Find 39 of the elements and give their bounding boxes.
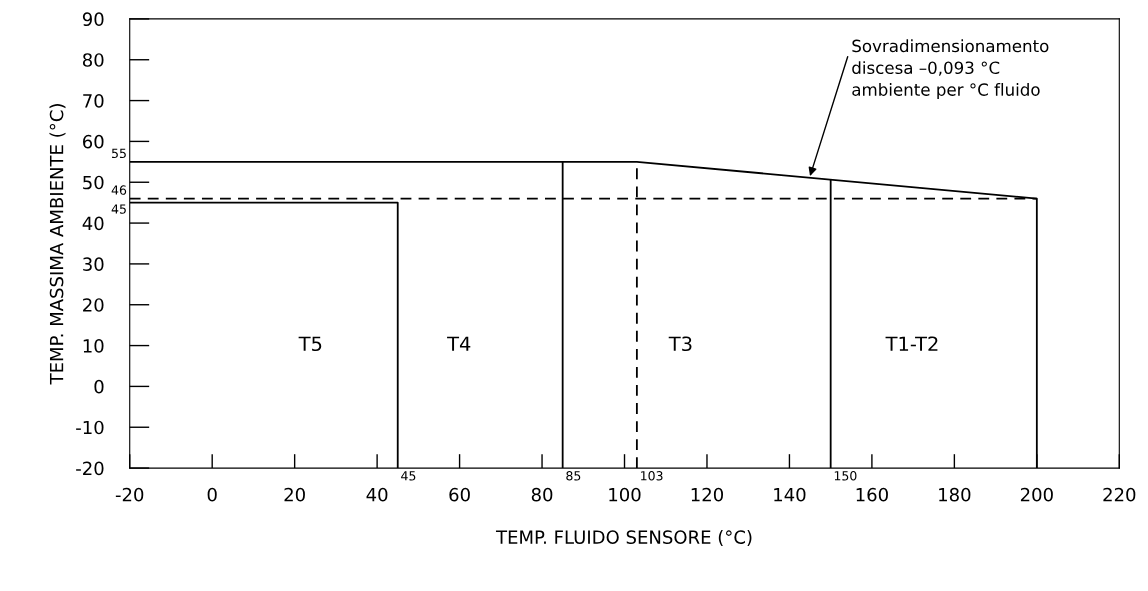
y-tick-label: 50 xyxy=(83,175,104,190)
x-tick-label: -20 xyxy=(115,487,144,502)
y-tick-label: 80 xyxy=(82,53,104,67)
y-tick-label: 70 xyxy=(83,94,104,108)
x-tick-label: 140 xyxy=(774,487,806,502)
x-tick-label: 220 xyxy=(1103,487,1136,502)
x-tick-label: 180 xyxy=(939,487,971,502)
y-tick-label: -10 xyxy=(76,420,104,435)
annotation: 46 xyxy=(111,185,127,195)
annotation: 150 xyxy=(834,471,857,481)
y-axis-title: TEMP. MASSIMA AMBIENTE (°C) xyxy=(49,104,66,385)
y-tick-label: 0 xyxy=(94,379,104,394)
y-tick-label: 10 xyxy=(83,339,104,353)
annotation: 103 xyxy=(641,471,663,481)
x-tick-label: 160 xyxy=(856,487,888,502)
x-tick-label: 0 xyxy=(207,487,217,502)
y-tick-label: 60 xyxy=(83,134,104,149)
annotation: T3 xyxy=(668,336,692,352)
annotation: Sovradimensionamento discesa –0,093 °C ambiente per °C fluido xyxy=(852,39,1049,100)
y-tick-label: -20 xyxy=(76,461,104,476)
y-tick-label: 40 xyxy=(82,216,104,231)
annotation: 85 xyxy=(566,471,581,481)
annotation: 55 xyxy=(112,148,126,159)
x-tick-label: 120 xyxy=(691,487,724,502)
y-tick-label: 30 xyxy=(83,257,104,272)
x-tick-label: 100 xyxy=(609,487,641,502)
x-tick-label: 80 xyxy=(531,487,553,502)
annotation: T1-T2 xyxy=(885,336,938,351)
x-axis-title: TEMP. FLUIDO SENSORE (°C) xyxy=(495,530,752,547)
y-tick-label: 20 xyxy=(83,298,104,312)
x-tick-label: 20 xyxy=(284,487,305,502)
annotation: T4 xyxy=(447,336,471,351)
x-tick-label: 60 xyxy=(449,487,470,502)
annotation: T5 xyxy=(298,336,322,352)
x-tick-label: 200 xyxy=(1020,487,1053,502)
annotation: 45 xyxy=(111,204,126,214)
y-tick-label: 90 xyxy=(82,12,104,27)
annotation: 45 xyxy=(401,471,416,481)
x-tick-label: 40 xyxy=(366,487,388,502)
